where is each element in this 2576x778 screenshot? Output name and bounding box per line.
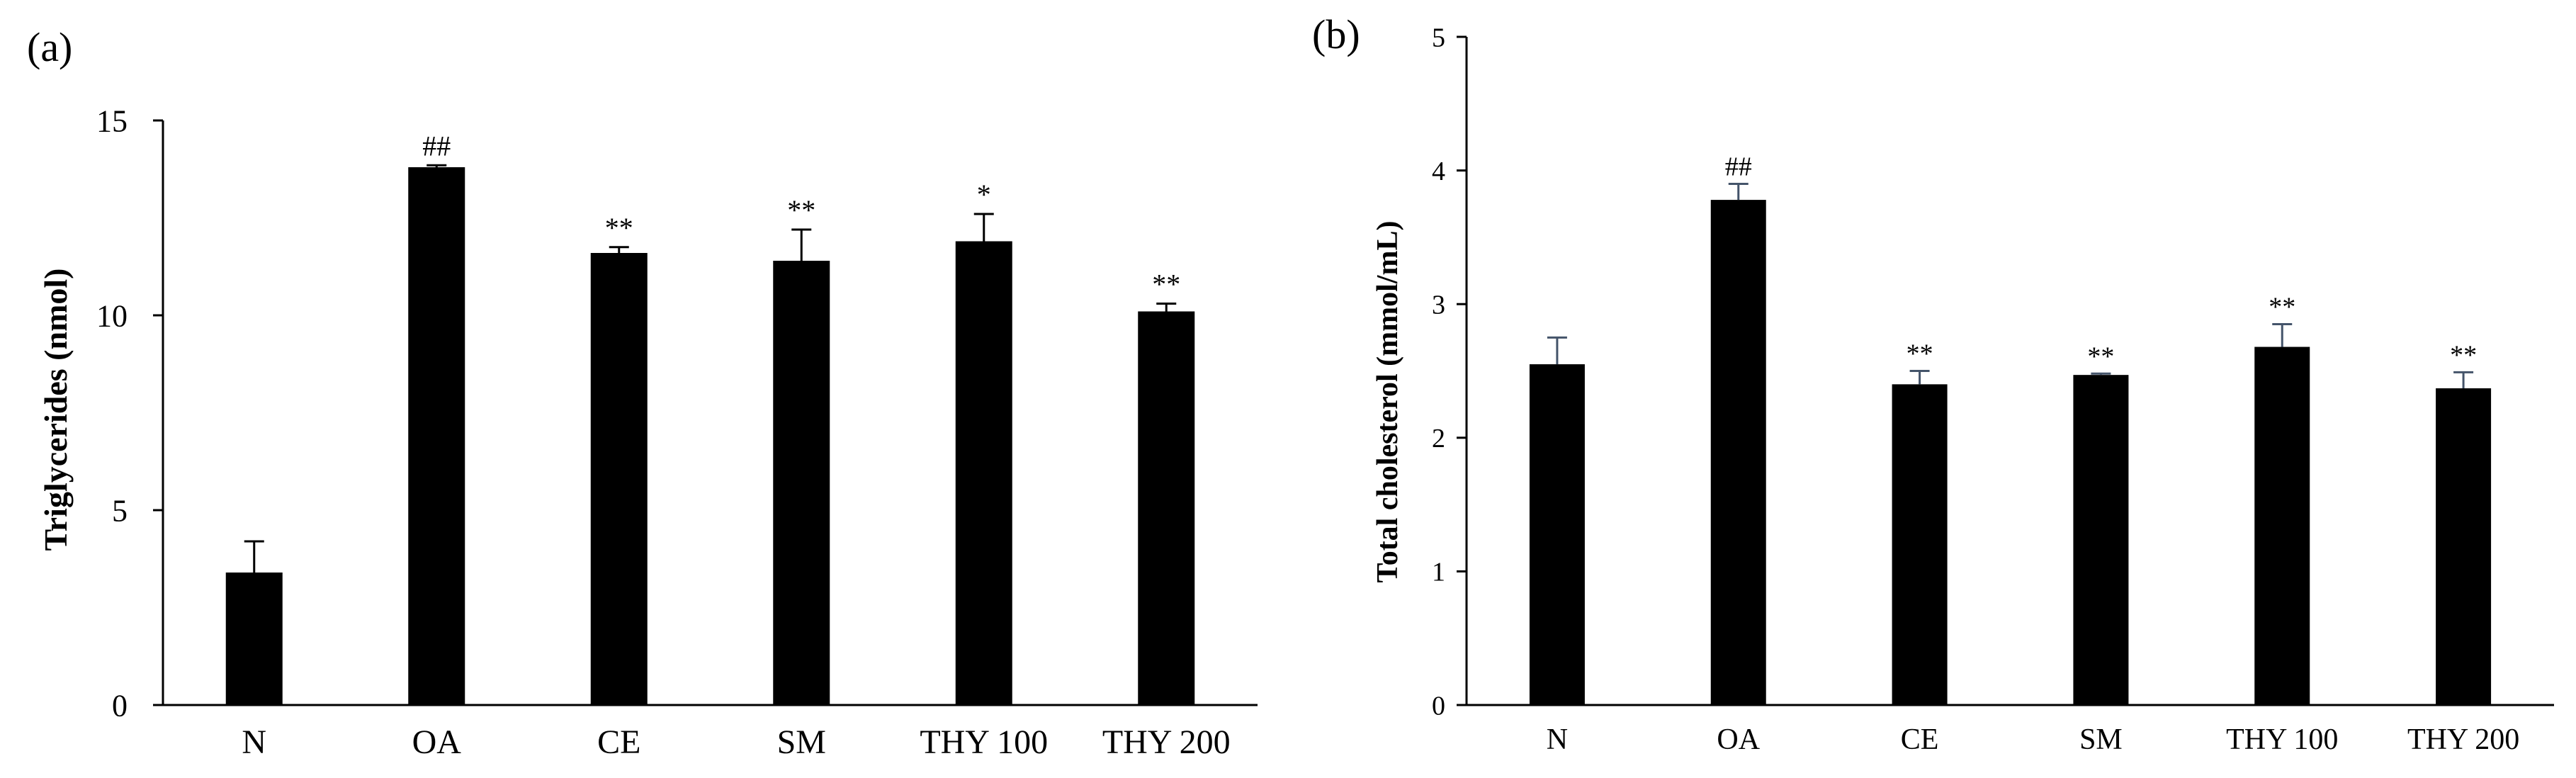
bar [590, 253, 648, 705]
x-tick-label: OA [1717, 723, 1760, 756]
significance-label: ** [2087, 342, 2114, 371]
y-tick-label: 1 [1432, 558, 1445, 587]
bar [773, 261, 830, 705]
x-tick-label: THY 200 [2407, 723, 2519, 756]
bar [408, 167, 465, 705]
bar [955, 241, 1012, 705]
y-axis-label: Total cholesterol (mmol/mL) [1372, 221, 1404, 583]
x-tick-label: OA [412, 723, 462, 761]
x-tick-label: N [1547, 723, 1568, 756]
axes: 0 5 10 15 N ## OA ** CE ** SM * THY 100 ** THY 200 [96, 103, 1258, 761]
bar [2436, 388, 2492, 705]
y-tick-label: 5 [1432, 23, 1445, 52]
significance-label: ** [2269, 292, 2295, 322]
y-axis-label: Triglycerides (nmol) [38, 269, 74, 551]
y-tick-label: 2 [1432, 424, 1445, 453]
x-tick-label: THY 100 [2226, 723, 2338, 756]
y-tick-label: 0 [112, 688, 128, 723]
x-tick-label: CE [1901, 723, 1939, 756]
y-tick-label: 5 [112, 493, 128, 528]
panel-label: (a) [27, 24, 72, 70]
panel-b: (b) Total cholesterol (mmol/mL) 0 1 2 3 4 5 N #… [1312, 11, 2554, 756]
significance-label: ** [2450, 340, 2477, 370]
y-tick-label: 4 [1432, 157, 1445, 186]
axes: 0 1 2 3 4 5 N ## OA ** CE ** SM ** THY 100 ** THY 200 [1432, 23, 2554, 756]
significance-label: ## [422, 130, 451, 162]
significance-label: ** [787, 194, 815, 226]
significance-label: * [977, 179, 991, 210]
x-tick-label: N [242, 723, 266, 761]
y-tick-label: 10 [96, 298, 128, 333]
x-tick-label: CE [597, 723, 640, 761]
x-tick-label: THY 200 [1102, 723, 1231, 761]
bar [1892, 384, 1948, 705]
bar [225, 573, 283, 705]
significance-label: ** [1906, 339, 1933, 369]
x-tick-label: SM [2079, 723, 2123, 756]
bar [1710, 200, 1766, 705]
y-tick-label: 15 [96, 103, 128, 138]
significance-label: ** [1152, 269, 1180, 300]
panel-a: (a) Triglycerides (nmol) 0 5 10 15 N ## OA ** CE… [27, 24, 1258, 761]
significance-label: ## [1725, 152, 1752, 181]
y-tick-label: 3 [1432, 291, 1445, 320]
x-tick-label: THY 100 [920, 723, 1048, 761]
bar [1529, 364, 1585, 705]
panel-label: (b) [1312, 11, 1360, 57]
x-tick-label: SM [777, 723, 826, 761]
y-tick-label: 0 [1432, 691, 1445, 721]
bar [2254, 346, 2310, 705]
bar [2073, 375, 2129, 705]
significance-label: ** [605, 212, 633, 244]
bar [1138, 311, 1195, 705]
